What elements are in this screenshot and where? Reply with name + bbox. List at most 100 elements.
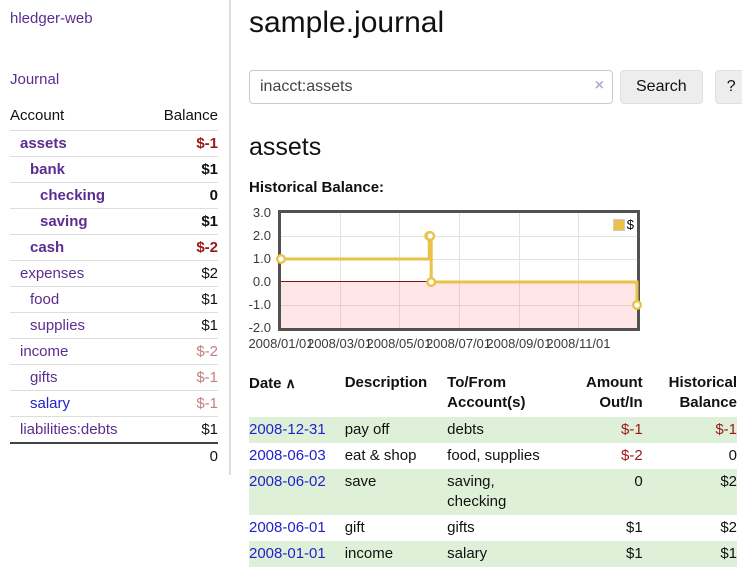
accounts-tbody: assets $-1 bank $1 checking 0 saving $1 cash $-2 e… (10, 130, 218, 443)
register-header-balance: Historical Balance (668, 374, 737, 411)
account-link[interactable]: liabilities:debts (20, 421, 118, 438)
register-tbody: 2008-12-31 pay off debts $-1 $-1 2008-06-03 ea… (249, 417, 737, 567)
account-row: gifts $-1 (10, 364, 218, 391)
search-button[interactable]: Search (620, 70, 703, 104)
x-tick-label: 2008/07/01 (425, 336, 492, 351)
chart-plot-area: $ (276, 210, 643, 331)
transaction-amount: $1 (625, 519, 643, 536)
account-balance: $-2 (148, 234, 218, 261)
app-title-link[interactable]: hledger-web (10, 10, 93, 27)
accounts-total-row: 0 (10, 442, 218, 469)
transaction-description: pay off (344, 417, 448, 443)
legend-swatch-icon (612, 218, 625, 231)
account-row: expenses $2 (10, 260, 218, 287)
register-header-date[interactable]: Date ∧ (249, 371, 345, 417)
search-input[interactable] (249, 70, 613, 104)
account-link[interactable]: income (20, 343, 69, 360)
account-balance: $1 (148, 312, 218, 339)
account-balance: $2 (148, 260, 218, 287)
transaction-accounts: debts (447, 417, 578, 443)
gridline (339, 213, 341, 328)
transaction-description: eat & shop (344, 447, 417, 464)
account-row: cash $-2 (10, 234, 218, 261)
register-row: 2008-06-03 eat & shop food, supplies $-2 0 (249, 443, 737, 469)
transaction-balance: $2 (642, 469, 737, 515)
transaction-balance: $-1 (642, 417, 737, 443)
transaction-accounts: gifts (447, 519, 475, 536)
gridline (399, 213, 401, 328)
register-row: 2008-01-01 income salary $1 $1 (249, 541, 737, 567)
y-tick-label: -2.0 (248, 320, 271, 335)
account-row: checking 0 (10, 182, 218, 209)
sidebar-item-journal[interactable]: Journal (10, 71, 60, 88)
help-button[interactable]: ? (714, 70, 742, 104)
account-link[interactable]: salary (30, 395, 71, 412)
account-balance: $1 (148, 156, 218, 183)
account-row: bank $1 (10, 156, 218, 183)
account-heading: assets (249, 133, 322, 161)
transaction-accounts: food, supplies (447, 447, 540, 464)
account-link[interactable]: gifts (30, 369, 58, 386)
x-tick-label: 2008/03/01 (306, 336, 373, 351)
register-table: Date ∧ Description To/From Account(s) Amo… (249, 371, 737, 567)
account-row: food $1 (10, 286, 218, 313)
register-row: 2008-12-31 pay off debts $-1 $-1 (249, 417, 737, 443)
account-row: liabilities:debts $1 (10, 416, 218, 443)
account-link[interactable]: cash (30, 239, 65, 256)
x-tick-label: 2008/01/01 (248, 336, 314, 351)
accounts-header-account: Account (10, 107, 65, 124)
account-row: salary $-1 (10, 390, 218, 417)
account-balance: $1 (148, 286, 218, 313)
account-balance: $-1 (148, 130, 218, 157)
account-link[interactable]: assets (20, 135, 67, 152)
chart-legend: $ (612, 217, 634, 232)
register-header-date-label: Date (249, 375, 282, 392)
transaction-date-link[interactable]: 2008-12-31 (249, 421, 326, 438)
historical-balance-chart: 3.0 2.0 1.0 0.0 -1.0 -2.0 $ 2008/01/01 2008/03… (241, 203, 643, 353)
register-header-accounts: To/From Account(s) (447, 374, 526, 411)
transaction-accounts: saving, checking (447, 469, 578, 515)
account-balance: $-1 (148, 364, 218, 391)
account-row: assets $-1 (10, 130, 218, 157)
transaction-date-link[interactable]: 2008-01-01 (249, 545, 326, 562)
gridline (518, 213, 520, 328)
search-row: × Search ? (249, 70, 742, 104)
account-link[interactable]: saving (40, 213, 88, 230)
accounts-table: Account Balance assets $-1 bank $1 checking 0… (10, 103, 218, 469)
account-link[interactable]: checking (40, 187, 106, 204)
chart-series-line (276, 231, 643, 310)
register-header-amount: Amount Out/In (586, 374, 643, 411)
sort-ascending-icon: ∧ (285, 375, 296, 391)
account-balance: 0 (148, 182, 218, 209)
transaction-amount: $1 (577, 541, 643, 567)
account-balance: $1 (148, 208, 218, 235)
account-link[interactable]: bank (30, 161, 66, 178)
account-balance: $-2 (148, 338, 218, 365)
y-tick-label: 2.0 (252, 228, 271, 243)
page-title: sample.journal (249, 6, 445, 39)
y-tick-label: -1.0 (248, 297, 271, 312)
transaction-date-link[interactable]: 2008-06-02 (249, 473, 326, 490)
transaction-accounts: salary (447, 541, 578, 567)
y-tick-label: 0.0 (252, 274, 271, 289)
chart-label: Historical Balance: (249, 179, 385, 196)
clear-search-icon[interactable]: × (594, 77, 604, 94)
gridline (458, 213, 460, 328)
register-row: 2008-06-01 gift gifts $1 $2 (249, 515, 737, 541)
y-tick-label: 1.0 (252, 251, 271, 266)
register-row: 2008-06-02 save saving, checking 0 $2 (249, 469, 737, 515)
transaction-balance: 0 (728, 447, 737, 464)
x-tick-label: 2008/05/01 (366, 336, 432, 351)
sidebar: hledger-web Journal Account Balance asse… (0, 0, 231, 475)
gridline (281, 305, 637, 306)
transaction-date-link[interactable]: 2008-06-03 (249, 447, 326, 464)
search-box: × (249, 70, 613, 104)
account-row: income $-2 (10, 338, 218, 365)
transaction-date-link[interactable]: 2008-06-01 (249, 519, 326, 536)
transaction-description: save (344, 469, 448, 515)
gridline (281, 259, 637, 260)
account-link[interactable]: food (30, 291, 60, 308)
account-link[interactable]: supplies (30, 317, 86, 334)
chart-negative-region (281, 282, 637, 328)
account-link[interactable]: expenses (20, 265, 85, 282)
